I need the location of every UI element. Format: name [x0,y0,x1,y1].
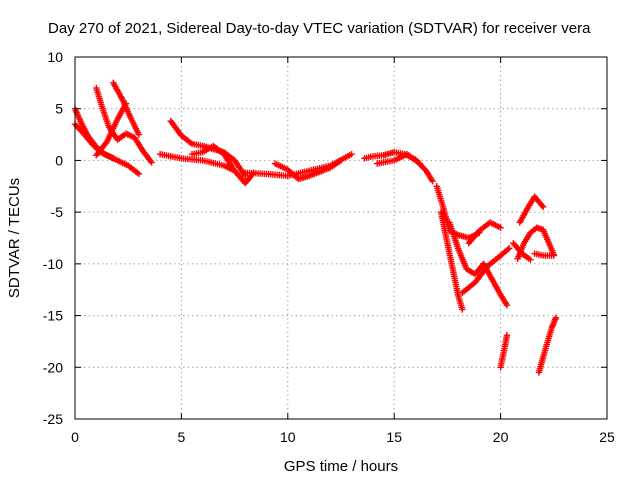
y-tick-label: -20 [43,359,63,375]
data-point [135,170,143,178]
data-point [552,314,560,321]
y-tick-label: 5 [55,101,63,117]
series-arc-10 [271,157,345,183]
data-point [527,256,534,263]
series-arc-7 [156,151,257,187]
series-arc-23 [510,239,534,263]
data-point [148,159,155,166]
data-point [497,224,504,231]
x-tick-label: 5 [178,429,186,445]
data-points [71,79,560,376]
y-tick-label: 10 [47,49,63,65]
data-point [503,302,511,309]
series-arc-2 [71,121,143,178]
series-arc-11 [361,148,436,185]
x-tick-label: 25 [599,429,615,445]
x-tick-label: 10 [280,429,296,445]
series-arc-22 [531,250,557,259]
x-tick-label: 20 [493,429,509,445]
data-point [416,160,423,167]
data-point [503,332,511,339]
series-arc-24 [535,314,560,376]
data-point [539,203,547,211]
y-tick-label: -25 [43,411,63,427]
series-arc-21 [516,193,547,226]
data-point [459,306,466,313]
x-axis-label: GPS time / hours [284,458,398,475]
data-point [550,252,557,259]
y-tick-label: 0 [55,152,63,168]
data-point [122,100,130,107]
axis-ticks: 0 5 10 15 20 25 10 5 0 -5 -10 -15 -20 -25 [43,49,615,445]
series-arc-18 [480,260,511,309]
y-tick-label: -15 [43,308,63,324]
series-arc-15 [446,219,487,278]
data-point [504,246,511,253]
y-tick-label: -10 [43,256,63,272]
data-point [231,167,238,174]
plot-frame [74,56,608,420]
data-point [135,131,143,138]
x-tick-label: 15 [386,429,402,445]
y-tick-label: -5 [51,204,64,220]
y-axis-label: SDTVAR / TECUs [6,178,23,298]
data-point [337,157,345,164]
chart-title: Day 270 of 2021, Sidereal Day-to-day VTE… [48,20,591,37]
series-arc-5 [93,100,130,159]
data-point [505,245,513,252]
series-arc-19 [497,332,511,371]
data-point [348,151,355,158]
x-tick-label: 0 [71,429,79,445]
series-arc-14 [437,208,466,313]
series-arc-8 [188,142,238,174]
data-point [429,177,436,185]
series-arc-12 [373,151,423,167]
series-arc-16 [465,219,504,247]
